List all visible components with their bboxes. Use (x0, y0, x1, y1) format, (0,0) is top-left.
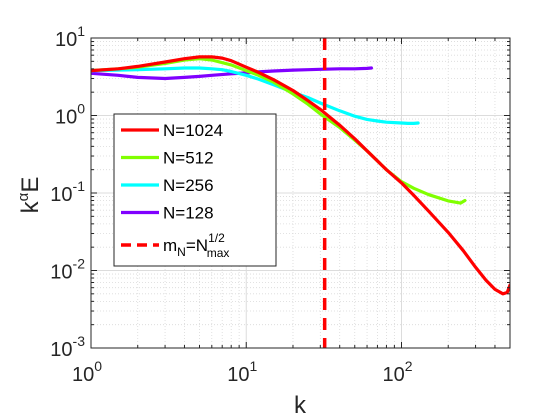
y-axis-label-exponent: α (15, 192, 32, 201)
y-tick-label: 101 (55, 23, 85, 51)
axes-box (90, 37, 511, 349)
y-tick-label: 100 (55, 101, 85, 129)
legend: N=1024 N=512 N=256 N=128 mN=N1/2 max (113, 113, 277, 267)
y-axis-label-base: k (17, 200, 44, 213)
x-axis-ticks: 100 101 102 (72, 358, 413, 386)
y-axis-ticks: 10-3 10-2 10-1 100 101 (50, 23, 85, 361)
x-axis-label: k (294, 392, 307, 419)
y-tick-label: 10-1 (50, 178, 85, 206)
legend-label: N=1024 (163, 121, 223, 140)
x-tick-label: 100 (72, 358, 102, 386)
y-tick-label: 10-2 (50, 256, 85, 284)
legend-label: N=128 (163, 204, 214, 223)
legend-label: N=256 (163, 176, 214, 195)
series-group (91, 38, 510, 348)
y-axis-label-tail: E (17, 177, 44, 193)
x-tick-label: 101 (227, 358, 257, 386)
y-tick-label: 10-3 (50, 333, 85, 361)
y-axis-label: kαE (15, 177, 44, 214)
legend-label-reference: mN=N1/2 max (163, 231, 229, 260)
plot-area (91, 38, 510, 348)
series-line-n-1024 (91, 55, 510, 296)
legend-label: N=512 (163, 149, 214, 168)
x-tick-label: 102 (382, 358, 412, 386)
legend-box (113, 113, 277, 267)
